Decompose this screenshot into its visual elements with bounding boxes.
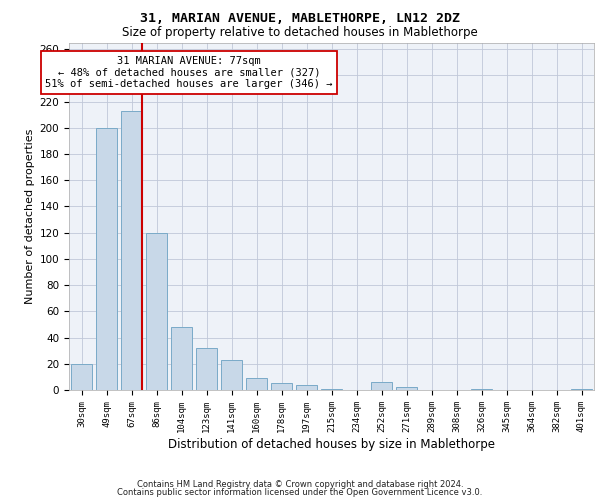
Text: Size of property relative to detached houses in Mablethorpe: Size of property relative to detached ho… [122, 26, 478, 39]
Y-axis label: Number of detached properties: Number of detached properties [25, 128, 35, 304]
Bar [71, 364, 92, 390]
Bar [121, 110, 142, 390]
Bar [396, 388, 417, 390]
Bar [221, 360, 242, 390]
Bar [146, 232, 167, 390]
Text: Contains public sector information licensed under the Open Government Licence v3: Contains public sector information licen… [118, 488, 482, 497]
Text: 31 MARIAN AVENUE: 77sqm
← 48% of detached houses are smaller (327)
51% of semi-d: 31 MARIAN AVENUE: 77sqm ← 48% of detache… [45, 56, 333, 89]
Bar [271, 384, 292, 390]
Bar [471, 388, 492, 390]
Bar [571, 388, 592, 390]
Bar [246, 378, 267, 390]
Text: 31, MARIAN AVENUE, MABLETHORPE, LN12 2DZ: 31, MARIAN AVENUE, MABLETHORPE, LN12 2DZ [140, 12, 460, 26]
Text: Contains HM Land Registry data © Crown copyright and database right 2024.: Contains HM Land Registry data © Crown c… [137, 480, 463, 489]
Bar [296, 385, 317, 390]
Bar [171, 327, 192, 390]
Bar [321, 388, 342, 390]
Bar [371, 382, 392, 390]
X-axis label: Distribution of detached houses by size in Mablethorpe: Distribution of detached houses by size … [168, 438, 495, 450]
Bar [96, 128, 117, 390]
Bar [196, 348, 217, 390]
